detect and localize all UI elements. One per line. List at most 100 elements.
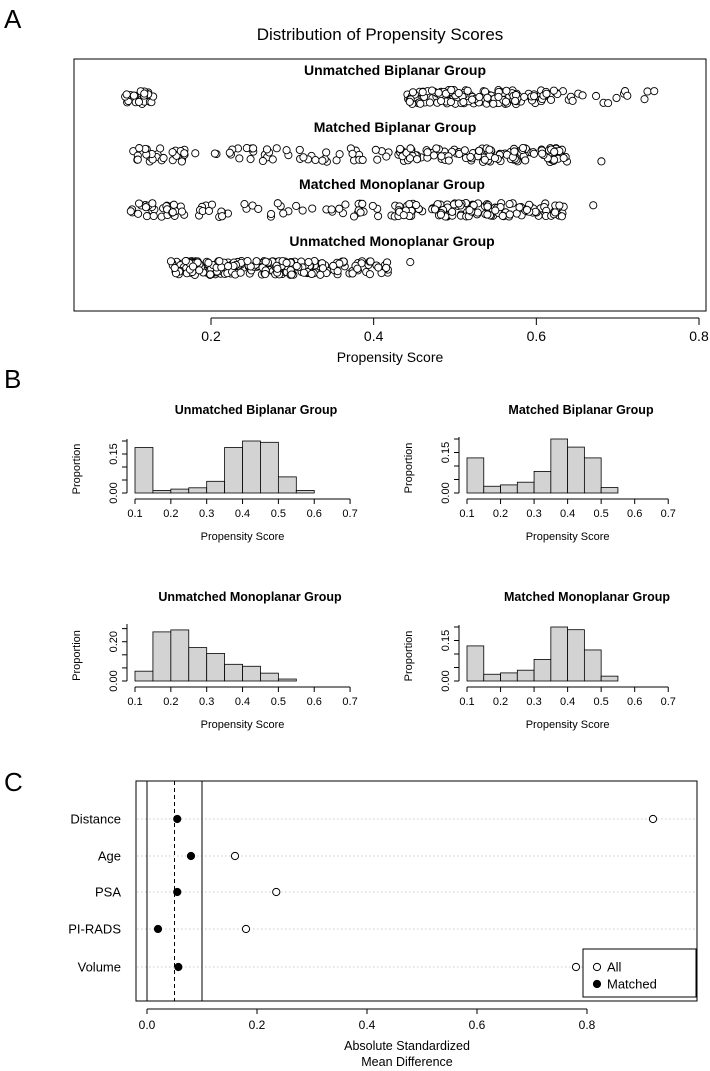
histogram-x-tick-label: 0.2	[163, 696, 178, 708]
data-point	[243, 257, 252, 266]
data-point	[365, 270, 374, 279]
panel-c-x-tick-label: 0.2	[249, 1018, 266, 1032]
histogram-y-tick-label: 0.15	[108, 443, 120, 464]
data-point	[350, 212, 359, 221]
histogram-y-tick-label: 0.00	[440, 670, 452, 691]
data-point	[448, 207, 457, 216]
histogram-x-label: Propensity Score	[526, 719, 610, 731]
data-point	[502, 86, 511, 95]
data-point	[258, 156, 267, 166]
data-point	[268, 155, 277, 164]
data-point	[279, 209, 288, 218]
panel-c-x-tick-label: 0.8	[579, 1018, 596, 1032]
data-point	[267, 209, 276, 219]
histogram-bar	[550, 626, 569, 682]
data-point	[298, 206, 307, 215]
data-point	[483, 210, 492, 219]
histogram-x-tick-label: 0.1	[459, 696, 474, 708]
data-point	[460, 146, 469, 155]
data-point	[520, 92, 529, 101]
histogram-bar	[277, 678, 297, 682]
data-point	[358, 155, 367, 165]
data-point	[416, 99, 425, 108]
data-point	[217, 212, 227, 221]
data-point	[246, 155, 255, 164]
data-point	[159, 153, 168, 163]
data-point	[475, 146, 484, 155]
data-point	[177, 157, 186, 166]
histogram-y-tick-label: 0.20	[108, 631, 120, 652]
data-point	[550, 147, 559, 156]
panel-label-a: A	[4, 4, 22, 34]
variable-label-pi-rads: PI-RADS	[68, 922, 121, 937]
histogram-bar	[206, 480, 226, 494]
data-point	[418, 88, 427, 97]
panel-c-x-label-line2: Mean Difference	[361, 1055, 453, 1069]
panel-a-x-tick-label: 0.6	[527, 328, 547, 344]
data-point	[366, 257, 375, 266]
points-matched-monoplanar-group	[126, 198, 598, 221]
data-point	[149, 211, 158, 221]
data-point	[604, 99, 613, 108]
histogram-bar	[242, 665, 261, 682]
data-point	[318, 264, 327, 273]
histogram-x-tick-label: 0.4	[235, 696, 250, 708]
data-point	[272, 144, 281, 153]
data-point	[454, 199, 463, 208]
data-point	[252, 257, 261, 266]
data-point	[168, 148, 177, 157]
data-point	[382, 152, 391, 161]
all-point-volume	[571, 962, 581, 972]
data-point	[447, 86, 456, 95]
data-point	[122, 90, 131, 99]
histogram-bar	[134, 447, 154, 494]
histogram-bar	[466, 457, 485, 494]
data-point	[168, 208, 177, 217]
data-point	[371, 145, 380, 154]
histogram-x-tick-label: 0.4	[560, 508, 575, 520]
legend-label-all: All	[607, 960, 622, 975]
data-point	[522, 205, 532, 214]
data-point	[505, 210, 514, 219]
legend-box	[582, 948, 697, 998]
panel-c-x-tick-label: 0.4	[359, 1018, 376, 1032]
data-point	[210, 149, 219, 158]
data-point	[650, 87, 659, 96]
data-point	[511, 96, 520, 105]
histogram-y-tick-label: 0.00	[108, 482, 120, 503]
group-label-unmatched-monoplanar: Unmatched Monoplanar Group	[289, 233, 494, 249]
histogram-bar	[533, 659, 552, 682]
data-point	[546, 95, 556, 104]
data-point	[501, 97, 510, 106]
panel-c-plot-box	[135, 780, 698, 1002]
panel-label-c: C	[4, 767, 23, 797]
data-point	[353, 264, 362, 273]
histogram-bar	[170, 488, 190, 494]
data-point	[206, 270, 215, 279]
data-point	[348, 149, 357, 158]
histogram-x-tick-label: 0.6	[307, 696, 322, 708]
histogram-x-tick-label: 0.1	[127, 696, 142, 708]
data-point	[578, 91, 587, 100]
data-point	[292, 201, 301, 210]
data-point	[412, 200, 421, 210]
data-point	[465, 206, 474, 215]
histogram-bar	[224, 447, 243, 494]
data-point	[282, 146, 291, 155]
data-point	[236, 268, 245, 277]
matched-point-volume	[174, 962, 183, 972]
data-point	[549, 86, 558, 95]
data-point	[287, 270, 296, 279]
data-point	[215, 257, 224, 266]
histogram-x-label: Propensity Score	[201, 719, 285, 731]
data-point	[148, 199, 157, 208]
all-point-age	[230, 851, 240, 861]
data-point	[505, 200, 514, 209]
histogram-bar	[152, 631, 172, 682]
data-point	[623, 91, 632, 100]
data-point	[134, 97, 144, 106]
data-point	[335, 150, 344, 159]
points-matched-biplanar-group	[129, 143, 606, 167]
histogram-y-label: Proportion	[403, 443, 415, 494]
data-point	[542, 89, 551, 98]
